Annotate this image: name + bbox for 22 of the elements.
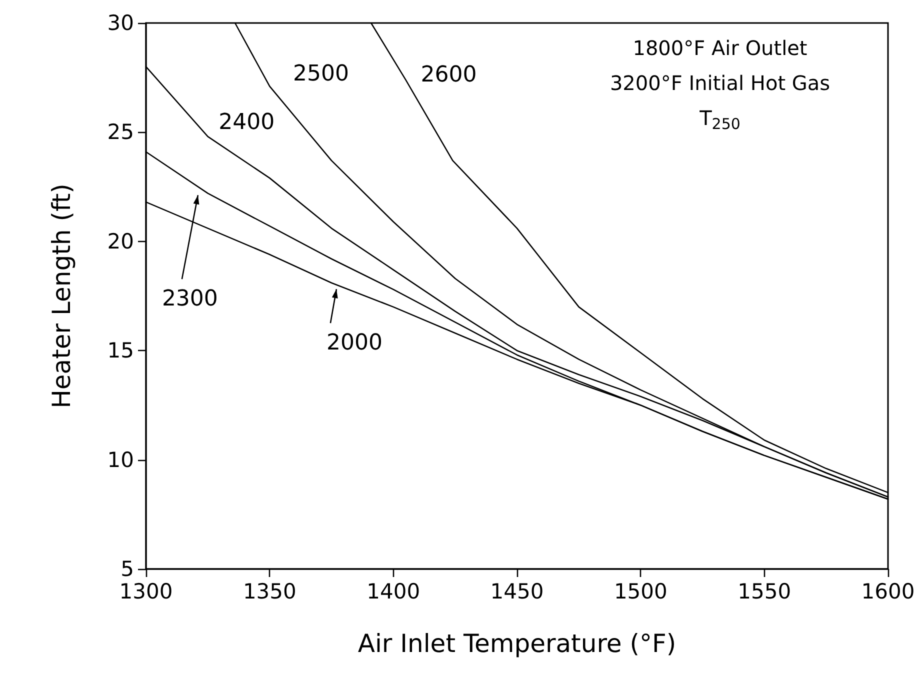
- x-tick-label: 1550: [738, 580, 792, 604]
- annotation: 2600: [420, 62, 477, 88]
- x-axis-title: Air Inlet Temperature (°F): [358, 629, 676, 658]
- x-tick-label: 1300: [119, 580, 173, 604]
- y-tick-label: 20: [107, 229, 134, 254]
- y-tick-label: 25: [107, 120, 134, 144]
- y-tick-label: 5: [120, 557, 134, 581]
- x-tick-label: 1350: [242, 580, 296, 604]
- y-axis-title: Heater Length (ft): [47, 184, 76, 408]
- y-tick-label: 10: [107, 448, 134, 472]
- annotation: 2500: [293, 61, 350, 86]
- annotation: 2400: [218, 110, 275, 136]
- x-tick-label: 1400: [366, 580, 420, 604]
- annotation: 2000: [326, 330, 382, 356]
- annotation: 3200°F Initial Hot Gas: [610, 71, 830, 95]
- x-tick-label: 1450: [490, 580, 544, 604]
- x-tick-label: 1500: [614, 580, 668, 604]
- annotation: 2300: [162, 286, 218, 312]
- x-tick-label: 1600: [861, 580, 915, 604]
- y-tick-label: 30: [107, 11, 134, 35]
- y-tick-label: 15: [107, 338, 134, 363]
- annotation: 1800°F Air Outlet: [632, 36, 808, 60]
